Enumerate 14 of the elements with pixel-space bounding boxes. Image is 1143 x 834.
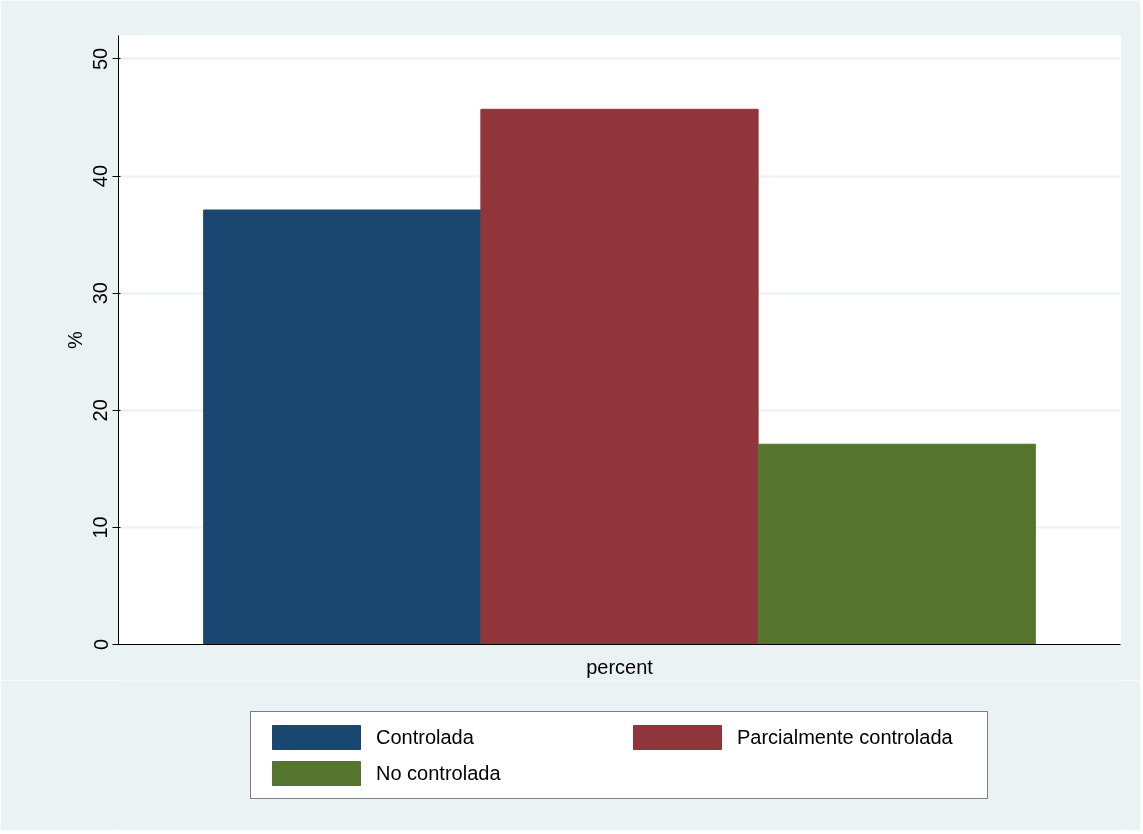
legend-label: Controlada [376,725,475,749]
legend-label: No controlada [376,761,502,785]
y-tick-label: 50 [89,47,112,71]
legend-label: Parcialmente controlada [737,725,954,749]
y-tick-label: 40 [89,164,112,188]
bar [203,209,482,645]
bar [480,108,759,645]
y-tick-label: 20 [89,399,112,422]
y-tick-label: 10 [89,516,112,539]
bar [757,443,1036,645]
x-tick-label: percent [586,655,654,678]
y-tick-label: 30 [89,282,112,305]
y-axis-title: % [63,330,86,349]
y-tick-label: 0 [89,638,112,651]
